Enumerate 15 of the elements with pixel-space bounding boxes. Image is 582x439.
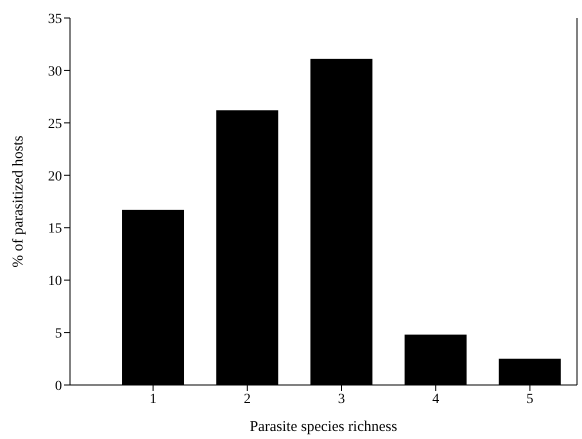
y-tick-label: 25	[48, 116, 62, 132]
y-tick-label: 30	[48, 64, 62, 80]
x-tick-label: 4	[432, 392, 440, 407]
y-tick-label: 20	[48, 169, 62, 184]
x-tick-label: 3	[338, 392, 345, 407]
x-tick-label: 5	[526, 392, 534, 407]
y-tick-label: 0	[55, 378, 62, 394]
y-axis-title: % of parasitized hosts	[10, 135, 26, 268]
y-tick-label: 10	[48, 274, 62, 290]
x-tick-label: 1	[150, 392, 157, 407]
y-tick-label: 35	[48, 12, 62, 27]
y-tick-label: 5	[55, 326, 62, 342]
y-tick-label: 15	[48, 222, 62, 237]
x-axis-title: Parasite species richness	[250, 419, 398, 435]
x-tick-label: 2	[244, 392, 251, 407]
